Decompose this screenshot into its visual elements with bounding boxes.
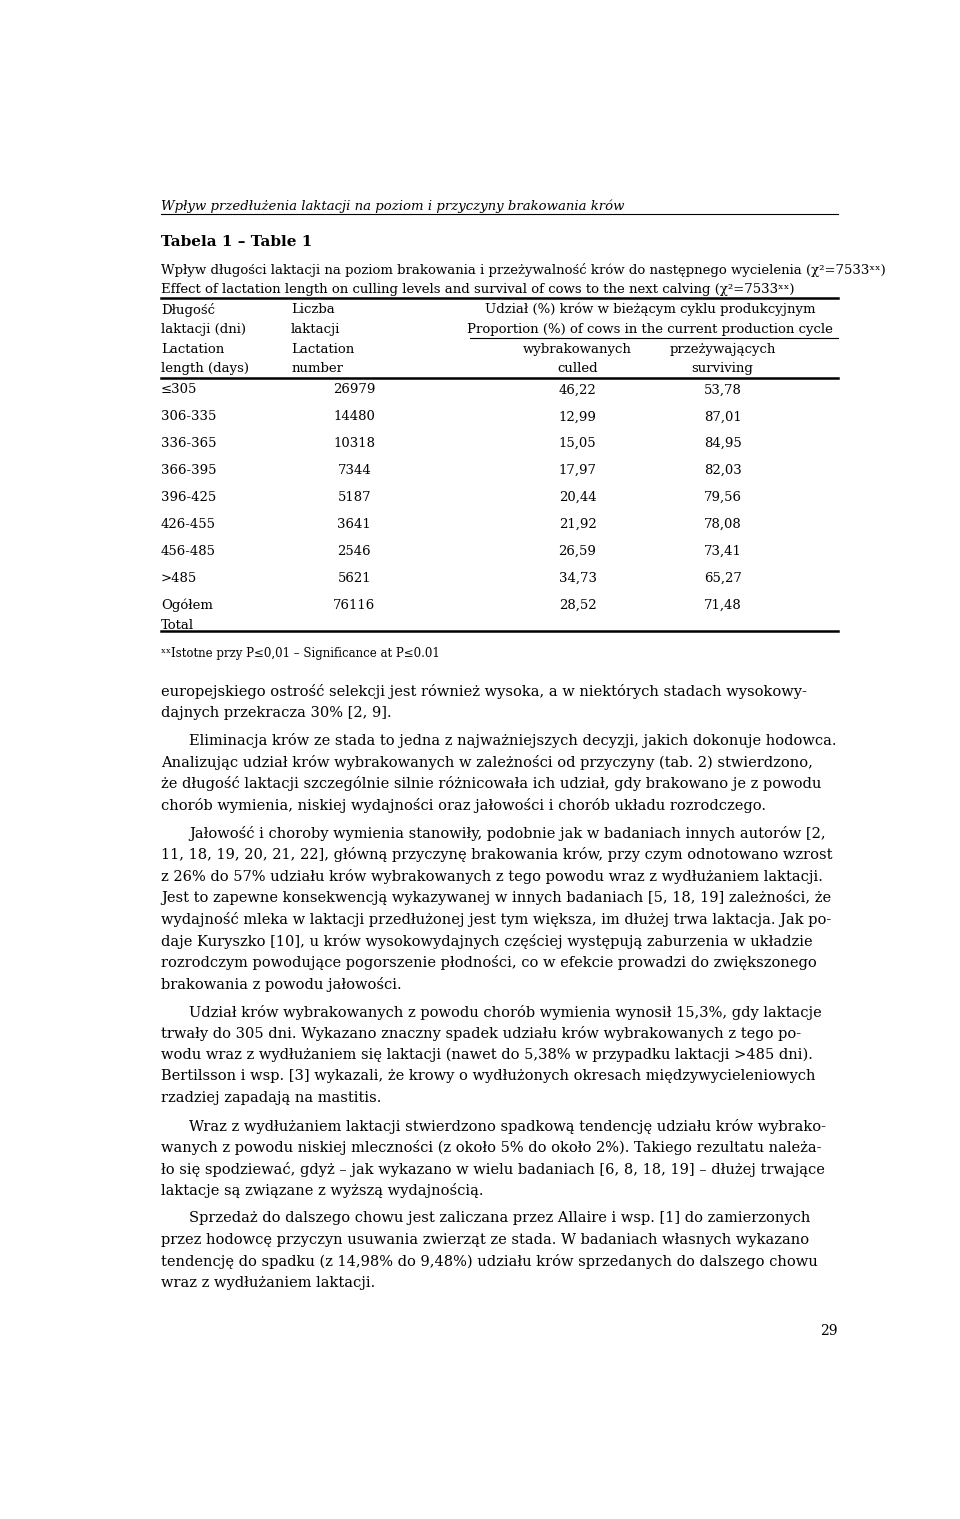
Text: trwały do 305 dni. Wykazano znaczny spadek udziału krów wybrakowanych z tego po-: trwały do 305 dni. Wykazano znaczny spad… bbox=[161, 1027, 801, 1041]
Text: ˣˣIstotne przy P≤0,01 – Significance at P≤0.01: ˣˣIstotne przy P≤0,01 – Significance at … bbox=[161, 647, 440, 659]
Text: 10318: 10318 bbox=[333, 437, 375, 450]
Text: 2546: 2546 bbox=[338, 545, 372, 557]
Text: Eliminacja krów ze stada to jedna z najważniejszych decyzji, jakich dokonuje hod: Eliminacja krów ze stada to jedna z najw… bbox=[189, 734, 837, 749]
Text: 78,08: 78,08 bbox=[704, 518, 741, 532]
Text: europejskiego ostrość selekcji jest również wysoka, a w niektórych stadach wysok: europejskiego ostrość selekcji jest równ… bbox=[161, 684, 806, 699]
Text: wanych z powodu niskiej mleczności (z około 5% do około 2%). Takiego rezultatu n: wanych z powodu niskiej mleczności (z ok… bbox=[161, 1141, 822, 1156]
Text: przeżywających: przeżywających bbox=[669, 342, 776, 355]
Text: Udział (%) krów w bieżącym cyklu produkcyjnym: Udział (%) krów w bieżącym cyklu produkc… bbox=[485, 302, 815, 316]
Text: Wpływ długości laktacji na poziom brakowania i przeżywalność krów do następnego : Wpływ długości laktacji na poziom brakow… bbox=[161, 263, 886, 276]
Text: 17,97: 17,97 bbox=[559, 465, 596, 477]
Text: 29: 29 bbox=[821, 1325, 838, 1338]
Text: 12,99: 12,99 bbox=[559, 410, 596, 424]
Text: number: number bbox=[291, 363, 343, 375]
Text: laktacji: laktacji bbox=[291, 322, 341, 336]
Text: 15,05: 15,05 bbox=[559, 437, 596, 450]
Text: rzadziej zapadają na mastitis.: rzadziej zapadają na mastitis. bbox=[161, 1091, 381, 1106]
Text: 20,44: 20,44 bbox=[559, 491, 596, 504]
Text: Jest to zapewne konsekwencją wykazywanej w innych badaniach [5, 18, 19] zależnoś: Jest to zapewne konsekwencją wykazywanej… bbox=[161, 890, 831, 905]
Text: wydajność mleka w laktacji przedłużonej jest tym większa, im dłużej trwa laktacj: wydajność mleka w laktacji przedłużonej … bbox=[161, 911, 831, 927]
Text: 46,22: 46,22 bbox=[559, 383, 596, 396]
Text: 7344: 7344 bbox=[338, 465, 372, 477]
Text: 79,56: 79,56 bbox=[704, 491, 742, 504]
Text: 14480: 14480 bbox=[333, 410, 375, 424]
Text: 5187: 5187 bbox=[338, 491, 372, 504]
Text: Liczba: Liczba bbox=[291, 302, 335, 316]
Text: 28,52: 28,52 bbox=[559, 598, 596, 612]
Text: 21,92: 21,92 bbox=[559, 518, 596, 532]
Text: 73,41: 73,41 bbox=[704, 545, 741, 557]
Text: laktacji (dni): laktacji (dni) bbox=[161, 322, 246, 336]
Text: wybrakowanych: wybrakowanych bbox=[523, 342, 632, 355]
Text: length (days): length (days) bbox=[161, 363, 249, 375]
Text: brakowania z powodu jałowości.: brakowania z powodu jałowości. bbox=[161, 977, 401, 992]
Text: z 26% do 57% udziału krów wybrakowanych z tego powodu wraz z wydłużaniem laktacj: z 26% do 57% udziału krów wybrakowanych … bbox=[161, 869, 823, 884]
Text: 26979: 26979 bbox=[333, 383, 375, 396]
Text: tendencję do spadku (z 14,98% do 9,48%) udziału krów sprzedanych do dalszego cho: tendencję do spadku (z 14,98% do 9,48%) … bbox=[161, 1255, 818, 1270]
Text: Total: Total bbox=[161, 618, 194, 632]
Text: przez hodowcę przyczyn usuwania zwierząt ze stada. W badaniach własnych wykazano: przez hodowcę przyczyn usuwania zwierząt… bbox=[161, 1232, 809, 1247]
Text: 53,78: 53,78 bbox=[704, 383, 741, 396]
Text: 5621: 5621 bbox=[338, 571, 372, 585]
Text: ło się spodziewać, gdyż – jak wykazano w wielu badaniach [6, 8, 18, 19] – dłużej: ło się spodziewać, gdyż – jak wykazano w… bbox=[161, 1162, 825, 1177]
Text: 336-365: 336-365 bbox=[161, 437, 216, 450]
Text: wodu wraz z wydłużaniem się laktacji (nawet do 5,38% w przypadku laktacji >485 d: wodu wraz z wydłużaniem się laktacji (na… bbox=[161, 1048, 813, 1062]
Text: 11, 18, 19, 20, 21, 22], główną przyczynę brakowania krów, przy czym odnotowano : 11, 18, 19, 20, 21, 22], główną przyczyn… bbox=[161, 848, 832, 863]
Text: Analizując udział krów wybrakowanych w zależności od przyczyny (tab. 2) stwierdz: Analizując udział krów wybrakowanych w z… bbox=[161, 755, 813, 770]
Text: Lactation: Lactation bbox=[291, 342, 354, 355]
Text: Sprzedaż do dalszego chowu jest zaliczana przez Allaire i wsp. [1] do zamierzony: Sprzedaż do dalszego chowu jest zaliczan… bbox=[189, 1211, 810, 1224]
Text: Wpływ przedłużenia laktacji na poziom i przyczyny brakowania krów: Wpływ przedłużenia laktacji na poziom i … bbox=[161, 201, 624, 213]
Text: culled: culled bbox=[557, 363, 598, 375]
Text: laktacje są związane z wyższą wydajnością.: laktacje są związane z wyższą wydajności… bbox=[161, 1183, 484, 1198]
Text: 396-425: 396-425 bbox=[161, 491, 216, 504]
Text: Bertilsson i wsp. [3] wykazali, że krowy o wydłużonych okresach międzywycielenio: Bertilsson i wsp. [3] wykazali, że krowy… bbox=[161, 1069, 815, 1083]
Text: Ogółem: Ogółem bbox=[161, 598, 213, 612]
Text: 76116: 76116 bbox=[333, 598, 375, 612]
Text: dajnych przekracza 30% [2, 9].: dajnych przekracza 30% [2, 9]. bbox=[161, 706, 392, 720]
Text: 84,95: 84,95 bbox=[704, 437, 741, 450]
Text: że długość laktacji szczególnie silnie różnicowała ich udział, gdy brakowano je : że długość laktacji szczególnie silnie r… bbox=[161, 776, 822, 791]
Text: chorób wymienia, niskiej wydajności oraz jałowości i chorób układu rozrodczego.: chorób wymienia, niskiej wydajności oraz… bbox=[161, 797, 766, 813]
Text: 306-335: 306-335 bbox=[161, 410, 216, 424]
Text: 426-455: 426-455 bbox=[161, 518, 216, 532]
Text: wraz z wydłużaniem laktacji.: wraz z wydłużaniem laktacji. bbox=[161, 1276, 375, 1290]
Text: 3641: 3641 bbox=[338, 518, 372, 532]
Text: 87,01: 87,01 bbox=[704, 410, 741, 424]
Text: 71,48: 71,48 bbox=[704, 598, 741, 612]
Text: 65,27: 65,27 bbox=[704, 571, 741, 585]
Text: Proportion (%) of cows in the current production cycle: Proportion (%) of cows in the current pr… bbox=[468, 322, 833, 336]
Text: Długość: Długość bbox=[161, 302, 215, 317]
Text: >485: >485 bbox=[161, 571, 197, 585]
Text: Jałowość i choroby wymienia stanowiły, podobnie jak w badaniach innych autorów [: Jałowość i choroby wymienia stanowiły, p… bbox=[189, 826, 826, 840]
Text: daje Kuryszko [10], u krów wysokowydajnych częściej występują zaburzenia w układ: daje Kuryszko [10], u krów wysokowydajny… bbox=[161, 934, 812, 949]
Text: Lactation: Lactation bbox=[161, 342, 225, 355]
Text: 82,03: 82,03 bbox=[704, 465, 741, 477]
Text: Tabela 1 – Table 1: Tabela 1 – Table 1 bbox=[161, 235, 312, 249]
Text: Udział krów wybrakowanych z powodu chorób wymienia wynosił 15,3%, gdy laktacje: Udział krów wybrakowanych z powodu choró… bbox=[189, 1004, 822, 1019]
Text: 366-395: 366-395 bbox=[161, 465, 216, 477]
Text: 456-485: 456-485 bbox=[161, 545, 216, 557]
Text: 26,59: 26,59 bbox=[559, 545, 596, 557]
Text: 34,73: 34,73 bbox=[559, 571, 596, 585]
Text: ≤305: ≤305 bbox=[161, 383, 198, 396]
Text: rozrodczym powodujące pogorszenie płodności, co w efekcie prowadzi do zwiększone: rozrodczym powodujące pogorszenie płodno… bbox=[161, 955, 817, 971]
Text: Wraz z wydłużaniem laktacji stwierdzono spadkową tendencję udziału krów wybrako-: Wraz z wydłużaniem laktacji stwierdzono … bbox=[189, 1118, 827, 1133]
Text: Effect of lactation length on culling levels and survival of cows to the next ca: Effect of lactation length on culling le… bbox=[161, 283, 795, 296]
Text: surviving: surviving bbox=[692, 363, 754, 375]
